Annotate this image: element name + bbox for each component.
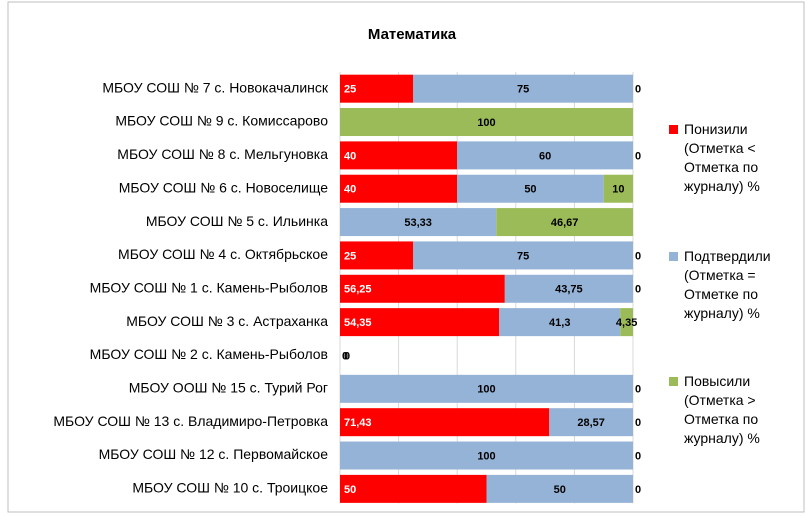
- bar-segment: [413, 74, 633, 103]
- value-label: 0: [342, 350, 348, 362]
- value-label: 4,35: [616, 317, 637, 329]
- value-label: 25: [344, 250, 356, 262]
- bar-segment: [340, 241, 414, 270]
- bar-segment: [457, 174, 604, 203]
- bar-segment: [499, 308, 621, 337]
- bar-segment: [340, 208, 497, 237]
- value-label: 100: [477, 384, 495, 396]
- bar-segment: [340, 74, 414, 103]
- value-label: 28,57: [577, 417, 605, 429]
- bar-segment: [457, 141, 633, 170]
- y-tick-label: МБОУ СОШ № 8 с. Мельгуновка: [117, 146, 328, 162]
- value-label: 0: [344, 350, 350, 362]
- value-label: 10: [612, 184, 624, 196]
- bar-segment: [413, 241, 633, 270]
- bar-segment: [549, 408, 633, 437]
- value-label: 46,67: [551, 217, 579, 229]
- value-label: 100: [477, 450, 495, 462]
- bar-segment: [486, 474, 633, 503]
- legend-label: Понизили (Отметка < Отметка по журналу) …: [684, 121, 760, 194]
- value-label: 40: [344, 184, 356, 196]
- value-label: 0: [635, 84, 641, 96]
- legend-label: Подтвердили (Отметка = Отметке по журнал…: [684, 248, 771, 321]
- value-label: 71,43: [344, 417, 372, 429]
- value-label: 0: [635, 417, 641, 429]
- bar-segment: [504, 274, 633, 303]
- y-tick-label: МБОУ СОШ № 5 с. Ильинка: [146, 213, 328, 229]
- bar-segment: [340, 308, 500, 337]
- bar-segment: [603, 174, 633, 203]
- value-label: 50: [524, 184, 536, 196]
- value-label: 0: [635, 484, 641, 496]
- bar-segment: [496, 208, 633, 237]
- bar-segment: [340, 441, 633, 470]
- value-label: 100: [477, 117, 495, 129]
- y-tick-label: МБОУ СОШ № 10 с. Троицкое: [132, 480, 328, 496]
- bar-segment: [620, 308, 633, 337]
- y-tick-label: МБОУ СОШ № 6 с. Новоселище: [119, 179, 328, 195]
- value-label: 0: [635, 384, 641, 396]
- y-tick-label: МБОУ СОШ № 13 с. Владимиро-Петровка: [53, 413, 328, 429]
- bar-segment: [340, 474, 487, 503]
- value-label: 0: [635, 250, 641, 262]
- bar-segment: [340, 141, 458, 170]
- legend-swatch: [669, 125, 678, 134]
- value-label: 50: [554, 484, 566, 496]
- value-label: 25: [344, 84, 356, 96]
- y-tick-label: МБОУ СОШ № 1 с. Камень-Рыболов: [90, 279, 328, 295]
- bar-segment: [340, 274, 505, 303]
- legend-label: Повысили (Отметка > Отметка по журналу) …: [684, 373, 760, 446]
- legend-swatch: [669, 377, 678, 386]
- bar-segment: [340, 108, 633, 137]
- value-label: 40: [344, 150, 356, 162]
- bar-segment: [340, 408, 550, 437]
- value-label: 53,33: [404, 217, 432, 229]
- legend-swatch: [669, 252, 678, 261]
- value-label: 43,75: [555, 284, 583, 296]
- y-tick-label: МБОУ СОШ № 12 с. Первомайское: [99, 446, 329, 462]
- bar-segment: [340, 174, 458, 203]
- chart-title: Математика: [368, 26, 457, 43]
- value-label: 56,25: [344, 284, 372, 296]
- y-tick-label: МБОУ СОШ № 9 с. Комиссарово: [115, 113, 328, 129]
- value-label: 75: [517, 84, 529, 96]
- y-tick-label: МБОУ СОШ № 2 с. Камень-Рыболов: [90, 346, 328, 362]
- value-label: 41,3: [549, 317, 570, 329]
- value-label: 60: [539, 150, 551, 162]
- y-tick-label: МБОУ СОШ № 7 с. Новокачалинск: [102, 79, 329, 95]
- bar-segment: [340, 374, 633, 403]
- value-label: 54,35: [344, 317, 372, 329]
- value-label: 50: [344, 484, 356, 496]
- y-tick-label: МБОУ СОШ № 3 с. Астраханка: [126, 313, 328, 329]
- y-tick-label: МБОУ ООШ № 15 с. Турий Рог: [129, 380, 328, 396]
- value-label: 0: [635, 150, 641, 162]
- y-tick-label: МБОУ СОШ № 4 с. Октябрьское: [118, 246, 328, 262]
- value-label: 0: [635, 284, 641, 296]
- value-label: 75: [517, 250, 529, 262]
- value-label: 0: [635, 450, 641, 462]
